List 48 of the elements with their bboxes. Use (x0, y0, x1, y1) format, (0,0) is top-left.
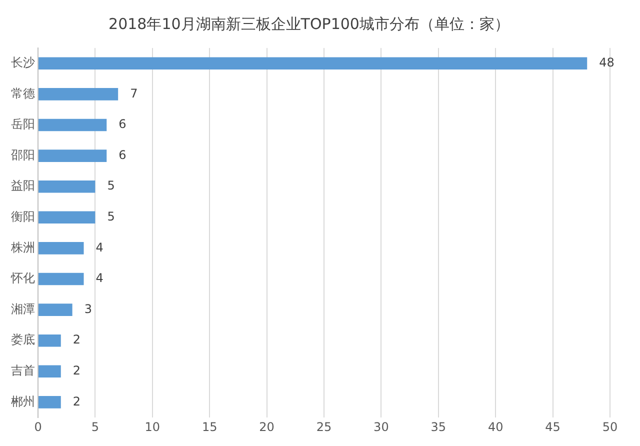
data-label: 5 (107, 178, 115, 193)
x-tick-label: 45 (545, 420, 560, 434)
y-tick-label: 邵阳 (11, 148, 35, 162)
x-tick-label: 50 (602, 420, 618, 434)
x-tick-label: 20 (259, 420, 274, 434)
x-tick-label: 5 (91, 420, 100, 434)
x-tick-label: 25 (316, 420, 332, 434)
data-label: 4 (96, 271, 104, 286)
bar (38, 334, 61, 347)
bar (38, 88, 118, 100)
y-tick-label: 湘潭 (11, 302, 35, 316)
bar (38, 365, 61, 378)
bar (38, 180, 96, 193)
data-label: 6 (118, 148, 126, 162)
bar (38, 211, 96, 224)
y-tick-label: 岳阳 (11, 117, 35, 132)
bar (38, 272, 84, 286)
data-label: 7 (130, 86, 138, 100)
chart-title: 2018年10月湖南新三板企业TOP100城市分布（单位：家） (108, 14, 510, 33)
data-label: 5 (107, 210, 115, 224)
x-tick-label: 15 (202, 420, 218, 434)
bar (38, 304, 72, 316)
data-label: 2 (72, 332, 81, 347)
y-tick-label: 吉首 (11, 364, 35, 378)
x-tick-label: 35 (430, 420, 446, 434)
y-tick-label: 衡阳 (11, 210, 35, 224)
x-tick-label: 0 (34, 420, 42, 434)
y-tick-label: 长沙 (11, 56, 35, 70)
data-label: 48 (599, 56, 614, 70)
bar (38, 242, 84, 254)
x-tick-label: 10 (144, 420, 160, 434)
data-label: 6 (118, 117, 126, 132)
data-label: 2 (72, 394, 81, 408)
y-tick-label: 株洲 (10, 240, 35, 254)
y-tick-label: 郴州 (11, 394, 35, 408)
x-tick-label: 40 (488, 420, 504, 434)
y-tick-label: 常德 (11, 86, 35, 100)
bar (38, 396, 61, 408)
data-label: 4 (96, 240, 104, 254)
bar (38, 57, 588, 70)
y-tick-label: 益阳 (11, 178, 35, 193)
y-tick-label: 娄底 (11, 332, 35, 347)
x-tick-label: 30 (374, 420, 389, 434)
data-label: 3 (84, 302, 92, 316)
bar (38, 118, 107, 132)
data-label: 2 (72, 364, 81, 378)
bar (38, 150, 107, 162)
y-tick-label: 怀化 (10, 271, 35, 286)
